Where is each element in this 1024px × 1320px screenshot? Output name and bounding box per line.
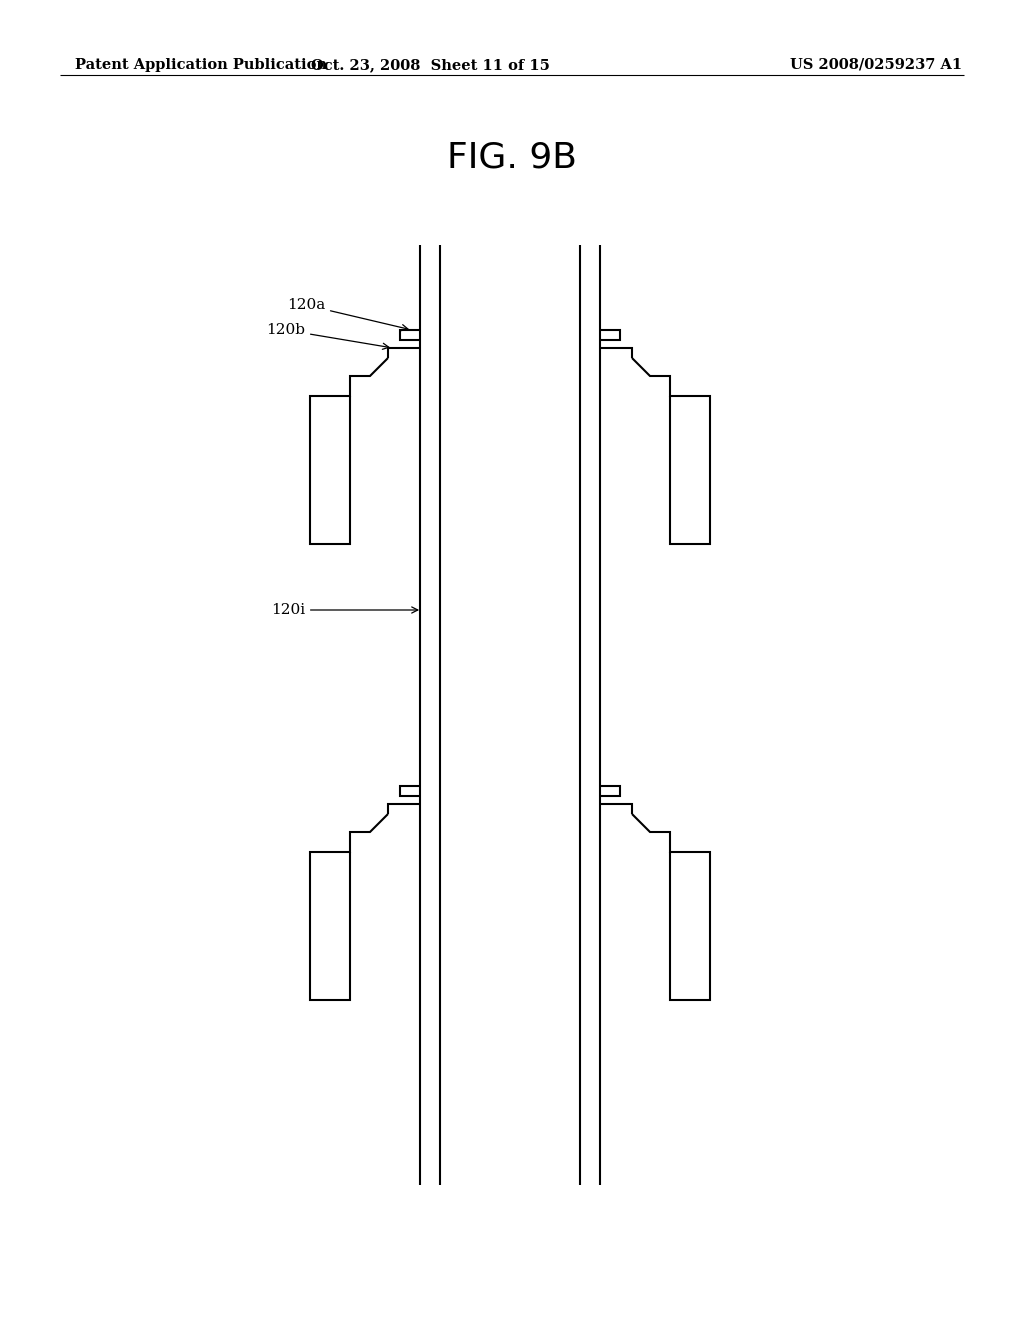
Text: 120b: 120b xyxy=(266,323,389,350)
Text: FIG. 9B: FIG. 9B xyxy=(447,140,577,174)
Text: Patent Application Publication: Patent Application Publication xyxy=(75,58,327,73)
Text: 120i: 120i xyxy=(271,603,418,616)
Text: US 2008/0259237 A1: US 2008/0259237 A1 xyxy=(790,58,963,73)
Text: 120a: 120a xyxy=(287,298,408,330)
Text: Oct. 23, 2008  Sheet 11 of 15: Oct. 23, 2008 Sheet 11 of 15 xyxy=(310,58,550,73)
